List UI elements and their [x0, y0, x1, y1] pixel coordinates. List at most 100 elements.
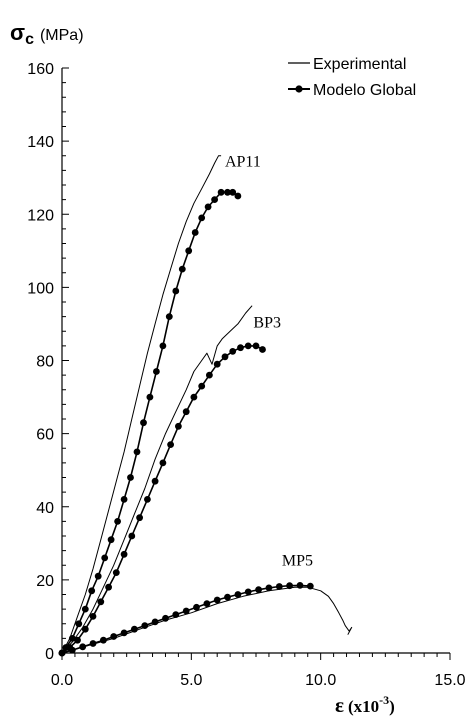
- data-point-bp3: [136, 514, 143, 521]
- data-point-mp5: [266, 585, 273, 592]
- data-point-mp5: [276, 583, 283, 590]
- data-point-bp3: [144, 496, 151, 503]
- legend-model-label: Modelo Global: [313, 82, 416, 99]
- data-point-mp5: [79, 643, 86, 650]
- data-point-ap11: [179, 266, 186, 273]
- data-point-mp5: [172, 611, 179, 618]
- y-tick-label: 40: [36, 500, 54, 517]
- curve-label-mp5: MP5: [282, 552, 313, 569]
- data-point-ap11: [211, 196, 218, 203]
- data-point-bp3: [259, 346, 266, 353]
- data-point-bp3: [152, 478, 159, 485]
- data-point-ap11: [121, 496, 128, 503]
- data-point-bp3: [74, 637, 81, 644]
- data-point-bp3: [206, 372, 213, 379]
- x-tick-label: 0.0: [51, 672, 73, 689]
- data-point-bp3: [121, 551, 128, 558]
- data-point-ap11: [147, 394, 154, 401]
- data-point-mp5: [224, 594, 231, 601]
- data-point-mp5: [307, 583, 314, 590]
- data-point-bp3: [222, 353, 229, 360]
- data-point-ap11: [160, 343, 167, 350]
- data-point-bp3: [105, 584, 112, 591]
- data-point-ap11: [127, 474, 134, 481]
- data-point-ap11: [108, 536, 115, 543]
- data-point-ap11: [198, 215, 205, 222]
- data-point-ap11: [153, 368, 160, 375]
- y-tick-label: 20: [36, 573, 54, 590]
- data-point-mp5: [214, 597, 221, 604]
- data-point-bp3: [167, 441, 174, 448]
- x-label-unit: (x10: [348, 697, 379, 716]
- data-point-mp5: [131, 626, 138, 633]
- data-point-ap11: [172, 288, 179, 295]
- curve-labels: AP11 BP3 MP5: [225, 154, 313, 570]
- data-point-mp5: [235, 591, 242, 598]
- data-point-mp5: [245, 589, 252, 596]
- data-point-bp3: [253, 343, 260, 350]
- series-layer: [59, 156, 352, 657]
- y-tick-label: 80: [36, 354, 54, 371]
- data-point-mp5: [183, 608, 190, 615]
- series-line-bp3-model: [62, 346, 263, 653]
- data-point-bp3: [183, 408, 190, 415]
- x-label-close: ): [389, 697, 395, 716]
- data-point-bp3: [90, 613, 97, 620]
- data-point-ap11: [235, 193, 242, 200]
- data-point-bp3: [160, 460, 167, 467]
- data-point-bp3: [245, 343, 252, 350]
- data-point-mp5: [297, 582, 304, 589]
- data-point-bp3: [113, 569, 120, 576]
- y-tick-label: 60: [36, 427, 54, 444]
- data-point-bp3: [82, 626, 89, 633]
- data-point-mp5: [90, 640, 97, 647]
- data-point-mp5: [110, 633, 117, 640]
- data-point-ap11: [101, 555, 108, 562]
- x-label-exponent: -3: [379, 693, 389, 707]
- y-ticks: 0 20 40 60 80 100 120 140 160: [27, 61, 69, 663]
- y-label-subscript: c: [25, 31, 34, 48]
- data-point-mp5: [193, 604, 200, 611]
- data-point-ap11: [75, 620, 82, 627]
- x-label-symbol: ε: [335, 693, 344, 717]
- y-tick-label: 160: [27, 61, 54, 78]
- data-point-ap11: [134, 449, 141, 456]
- data-point-ap11: [205, 204, 212, 211]
- data-point-mp5: [100, 637, 107, 644]
- y-label-symbol: σ: [10, 20, 25, 45]
- data-point-mp5: [59, 650, 66, 657]
- data-point-bp3: [198, 383, 205, 390]
- data-point-mp5: [204, 600, 211, 607]
- x-ticks: 0.0 5.0 10.0 15.0: [51, 653, 466, 689]
- data-point-ap11: [82, 606, 89, 613]
- data-point-bp3: [237, 344, 244, 351]
- y-tick-label: 100: [27, 280, 54, 297]
- y-axis-label: σc (MPa): [10, 20, 84, 48]
- data-point-ap11: [114, 518, 121, 525]
- data-point-bp3: [214, 361, 221, 368]
- x-tick-label: 15.0: [434, 672, 465, 689]
- data-point-mp5: [69, 647, 76, 654]
- x-tick-label: 10.0: [305, 672, 336, 689]
- x-tick-label: 5.0: [180, 672, 202, 689]
- data-point-ap11: [192, 229, 199, 236]
- data-point-ap11: [88, 587, 95, 594]
- data-point-bp3: [128, 533, 135, 540]
- series-line-mp5-experimental: [62, 587, 352, 653]
- legend-model-marker: [295, 85, 302, 92]
- y-label-unit: (MPa): [40, 27, 84, 44]
- data-point-mp5: [162, 615, 169, 622]
- data-point-ap11: [185, 247, 192, 254]
- curve-label-bp3: BP3: [253, 315, 281, 332]
- curve-label-ap11: AP11: [225, 154, 261, 171]
- y-tick-label: 0: [45, 646, 54, 663]
- data-point-bp3: [175, 423, 182, 430]
- y-tick-label: 140: [27, 134, 54, 151]
- data-point-mp5: [286, 582, 293, 589]
- x-axis-label: ε (x10-3): [335, 693, 395, 717]
- data-point-ap11: [218, 189, 225, 196]
- data-point-ap11: [166, 313, 173, 320]
- data-point-mp5: [141, 622, 148, 629]
- y-tick-label: 120: [27, 207, 54, 224]
